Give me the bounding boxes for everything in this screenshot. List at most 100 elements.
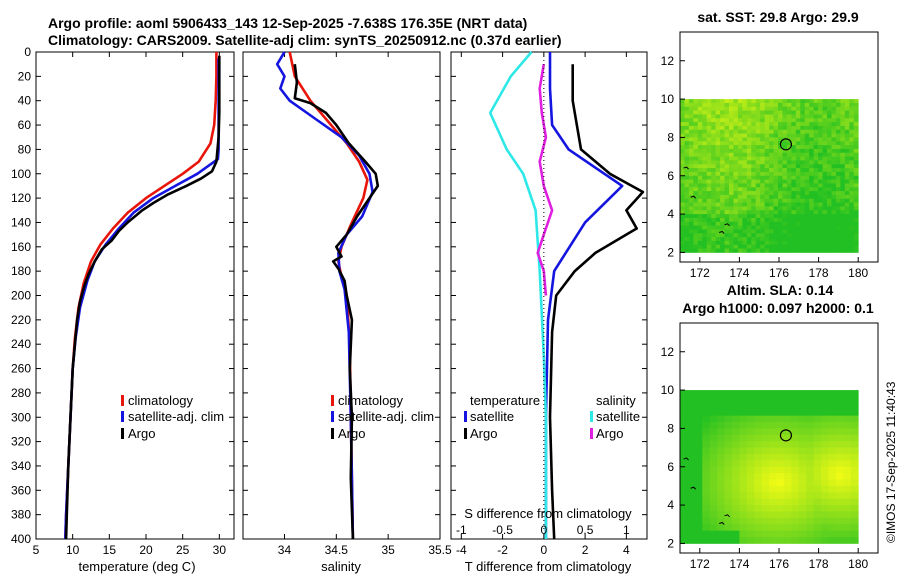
map-cell bbox=[831, 168, 837, 173]
map-cell bbox=[680, 428, 688, 436]
map-cell bbox=[844, 183, 850, 188]
map-cell bbox=[850, 428, 859, 436]
map-cell bbox=[684, 248, 690, 253]
map-cell bbox=[709, 390, 718, 397]
map-cell bbox=[822, 106, 828, 111]
map-cell bbox=[754, 428, 763, 436]
map-cell bbox=[733, 221, 739, 226]
map-cell bbox=[724, 206, 730, 211]
map-cell bbox=[697, 102, 703, 108]
map-cell bbox=[702, 390, 711, 397]
map-cell bbox=[809, 102, 815, 108]
map-cell bbox=[733, 210, 739, 215]
map-cell bbox=[717, 409, 725, 417]
map-cell bbox=[809, 99, 815, 104]
map-cell bbox=[776, 511, 785, 519]
map-cell bbox=[818, 248, 823, 253]
map-cell bbox=[806, 447, 815, 455]
map-cell bbox=[733, 106, 739, 111]
map-cell bbox=[733, 244, 739, 249]
map-cell bbox=[720, 237, 725, 242]
map-cell bbox=[813, 187, 819, 192]
map-cell bbox=[746, 422, 755, 429]
map-cell bbox=[791, 129, 797, 134]
map-cell bbox=[720, 141, 725, 146]
map-cell bbox=[733, 202, 739, 207]
map-cell bbox=[831, 210, 837, 215]
map-cell bbox=[717, 511, 725, 519]
map-cell bbox=[849, 240, 855, 246]
map-cell bbox=[731, 390, 740, 397]
map-cell bbox=[717, 485, 725, 493]
map-cell bbox=[849, 183, 855, 188]
map-cell bbox=[831, 229, 837, 234]
map-cell bbox=[688, 206, 694, 211]
map-cell bbox=[813, 485, 822, 493]
map-cell bbox=[688, 118, 694, 123]
map-cell bbox=[746, 118, 752, 123]
map-cell bbox=[737, 122, 743, 127]
map-cell bbox=[739, 498, 748, 506]
map-cell bbox=[742, 206, 748, 211]
map-cell bbox=[853, 214, 859, 219]
map-cell bbox=[844, 191, 850, 196]
map-cell bbox=[715, 160, 721, 165]
map-cell bbox=[828, 479, 837, 487]
map-cell bbox=[709, 447, 718, 455]
map-cell bbox=[795, 171, 801, 177]
map-cell bbox=[827, 141, 832, 146]
map-cell bbox=[806, 466, 815, 474]
map-cell bbox=[702, 133, 708, 138]
map-cell bbox=[822, 210, 828, 215]
map-cell bbox=[782, 194, 788, 200]
map-cell bbox=[702, 164, 708, 169]
map-cell bbox=[693, 248, 699, 253]
map-cell bbox=[720, 248, 725, 253]
map-cell bbox=[754, 422, 763, 429]
map-cell bbox=[697, 160, 703, 165]
map-cell bbox=[754, 511, 763, 519]
map-cell bbox=[850, 498, 859, 506]
map-cell bbox=[821, 517, 829, 525]
map-cell bbox=[746, 164, 752, 169]
map-cell bbox=[798, 473, 807, 480]
map-cell bbox=[831, 148, 837, 154]
map-cell bbox=[769, 99, 774, 104]
map-cell bbox=[764, 248, 770, 253]
map-cell bbox=[702, 479, 711, 487]
map-cell bbox=[760, 137, 766, 142]
map-cell bbox=[720, 110, 725, 115]
map-cell bbox=[827, 198, 832, 203]
map-cell bbox=[776, 505, 785, 512]
map-cell bbox=[687, 473, 696, 480]
map-cell bbox=[827, 225, 832, 230]
map-cell bbox=[813, 160, 819, 165]
map-cell bbox=[724, 106, 730, 111]
map-cell bbox=[813, 175, 819, 180]
map-cell bbox=[778, 202, 783, 207]
map-cell bbox=[835, 114, 841, 119]
map-cell bbox=[786, 229, 792, 234]
map-cell bbox=[769, 505, 777, 512]
map-cell bbox=[737, 168, 743, 173]
map-cell bbox=[840, 125, 846, 131]
map-cell bbox=[831, 118, 837, 123]
map-cell bbox=[687, 402, 696, 410]
map-cell bbox=[795, 233, 801, 238]
map-cell bbox=[729, 175, 734, 180]
map-cell bbox=[850, 505, 859, 512]
map-cell bbox=[795, 122, 801, 127]
map-cell bbox=[840, 156, 846, 161]
map-cell bbox=[804, 102, 810, 108]
map-cell bbox=[693, 244, 699, 249]
map-cell bbox=[786, 202, 792, 207]
map-cell bbox=[769, 106, 774, 111]
series-line-salinity-argo bbox=[536, 63, 554, 296]
map-cell bbox=[754, 479, 763, 487]
map-cell bbox=[755, 240, 761, 246]
map-cell bbox=[687, 537, 696, 544]
map-cell bbox=[773, 244, 779, 249]
map-cell bbox=[688, 125, 694, 131]
map-cell bbox=[761, 505, 770, 512]
map-cell bbox=[680, 99, 685, 104]
